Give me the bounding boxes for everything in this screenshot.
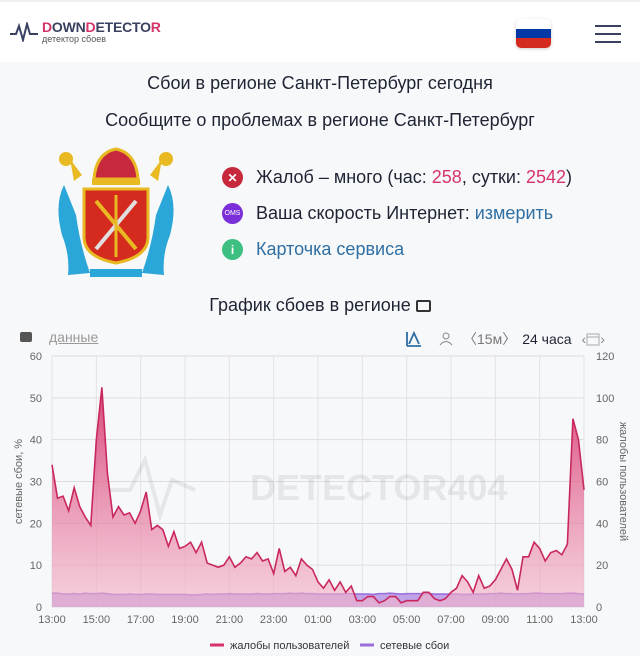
x-tick-label: 13:00 <box>38 614 66 626</box>
coat-of-arms-icon <box>58 147 174 277</box>
calendar-icon[interactable] <box>586 332 600 346</box>
y-right-tick-label: 80 <box>596 435 608 447</box>
y-right-tick-label: 0 <box>596 602 602 614</box>
pulse-logo-icon <box>10 22 38 42</box>
y-tick-label: 10 <box>30 560 42 572</box>
y-tick-label: 30 <box>30 477 42 489</box>
outage-chart: 0 0 10 20 20 40 30 60 40 80 50 100 60 120 13:00 15:00 17… <box>13 351 629 652</box>
y-tick-label: 0 <box>36 602 42 614</box>
x-tick-label: 13:00 <box>570 614 598 626</box>
x-tick-label: 19:00 <box>171 614 199 626</box>
y-tick-label: 20 <box>30 518 42 530</box>
page-title: Сбои в регионе Санкт-Петербург сегодня <box>147 73 493 93</box>
monitor-icon[interactable] <box>415 300 431 312</box>
y-tick-label: 60 <box>30 351 42 363</box>
x-tick-label: 09:00 <box>482 614 510 626</box>
russia-flag-icon[interactable] <box>516 19 551 48</box>
toolbar-right: 〈15м〉 24 часа ‹ › <box>405 329 605 349</box>
x-tick-label: 11:00 <box>526 614 553 626</box>
legend-label: жалобы пользователей <box>230 640 349 652</box>
service-card-link[interactable]: Карточка сервиса <box>256 239 405 259</box>
error-x-icon: ✕ <box>222 167 243 188</box>
camera-icon[interactable] <box>20 332 32 342</box>
header: DOWNDETECTOR детектор сбоев <box>0 0 640 62</box>
y-tick-label: 50 <box>30 393 42 405</box>
complaints-hour: 258 <box>431 167 462 187</box>
x-tick-label: 21:00 <box>216 614 244 626</box>
interval-selector[interactable]: 〈15м〉 <box>463 331 517 347</box>
section-title-text: График сбоев в регионе <box>209 295 411 315</box>
info-icon: i <box>222 239 243 260</box>
logo-text: DOWNDETECTOR <box>42 20 161 34</box>
logo[interactable]: DOWNDETECTOR детектор сбоев <box>10 20 161 44</box>
data-link[interactable]: данные <box>49 329 99 345</box>
logo-r: R <box>150 19 161 35</box>
speedtest-icon: OMS <box>222 203 243 224</box>
x-tick-label: 05:00 <box>393 614 421 626</box>
y-right-tick-label: 40 <box>596 518 608 530</box>
chart-type-icon[interactable] <box>405 331 423 347</box>
complaints-row: ✕ Жалоб – много (час: 258, сутки: 2542) <box>222 167 572 188</box>
watermark: DETECTOR404 <box>250 467 507 508</box>
speed-row: OMS Ваша скорость Интернет: измерить <box>222 203 553 224</box>
speed-label: Ваша скорость Интернет: <box>256 203 475 223</box>
next-day-chevron-icon[interactable]: › <box>600 331 605 347</box>
x-tick-label: 07:00 <box>437 614 465 626</box>
toolbar-left: данные <box>20 329 98 345</box>
y-right-tick-label: 20 <box>596 560 608 572</box>
user-icon[interactable] <box>439 332 453 346</box>
legend-label: сетевые сбои <box>380 640 449 652</box>
complaints-label: Жалоб – много (час: <box>256 167 432 187</box>
service-card-row: i Карточка сервиса <box>222 239 404 260</box>
complaints-suffix: ) <box>566 167 573 187</box>
x-tick-label: 15:00 <box>83 614 111 626</box>
logo-d: D <box>85 19 96 35</box>
prev-day-chevron-icon[interactable]: ‹ <box>581 331 587 347</box>
y-tick-label: 40 <box>30 435 42 447</box>
x-tick-label: 17:00 <box>127 614 155 626</box>
logo-etecto: ETECTO <box>95 19 151 35</box>
y-right-tick-label: 100 <box>596 393 614 405</box>
measure-speed-link[interactable]: измерить <box>474 203 554 223</box>
report-title: Сообщите о проблемах в регионе Санкт-Пет… <box>105 110 535 130</box>
logo-down: DOWN <box>42 19 86 35</box>
period-selector[interactable]: 24 часа <box>522 331 572 347</box>
chart-section-title: График сбоев в регионе <box>0 295 640 316</box>
y-right-tick-label: 120 <box>596 351 614 363</box>
x-tick-label: 01:00 <box>304 614 332 626</box>
complaints-mid: , сутки: <box>461 167 526 187</box>
series-area <box>52 387 584 607</box>
watermark-logo <box>110 454 196 522</box>
series-line <box>51 387 585 604</box>
y-right-tick-label: 60 <box>596 477 608 489</box>
hamburger-icon[interactable] <box>595 25 621 43</box>
complaints-day: 2542 <box>526 167 567 187</box>
x-tick-label: 23:00 <box>260 614 288 626</box>
logo-subtitle: детектор сбоев <box>42 34 107 44</box>
x-tick-label: 03:00 <box>349 614 377 626</box>
y-right-axis-label: жалобы пользователей <box>617 422 629 541</box>
y-axis-label: сетевые сбои, % <box>13 439 25 524</box>
